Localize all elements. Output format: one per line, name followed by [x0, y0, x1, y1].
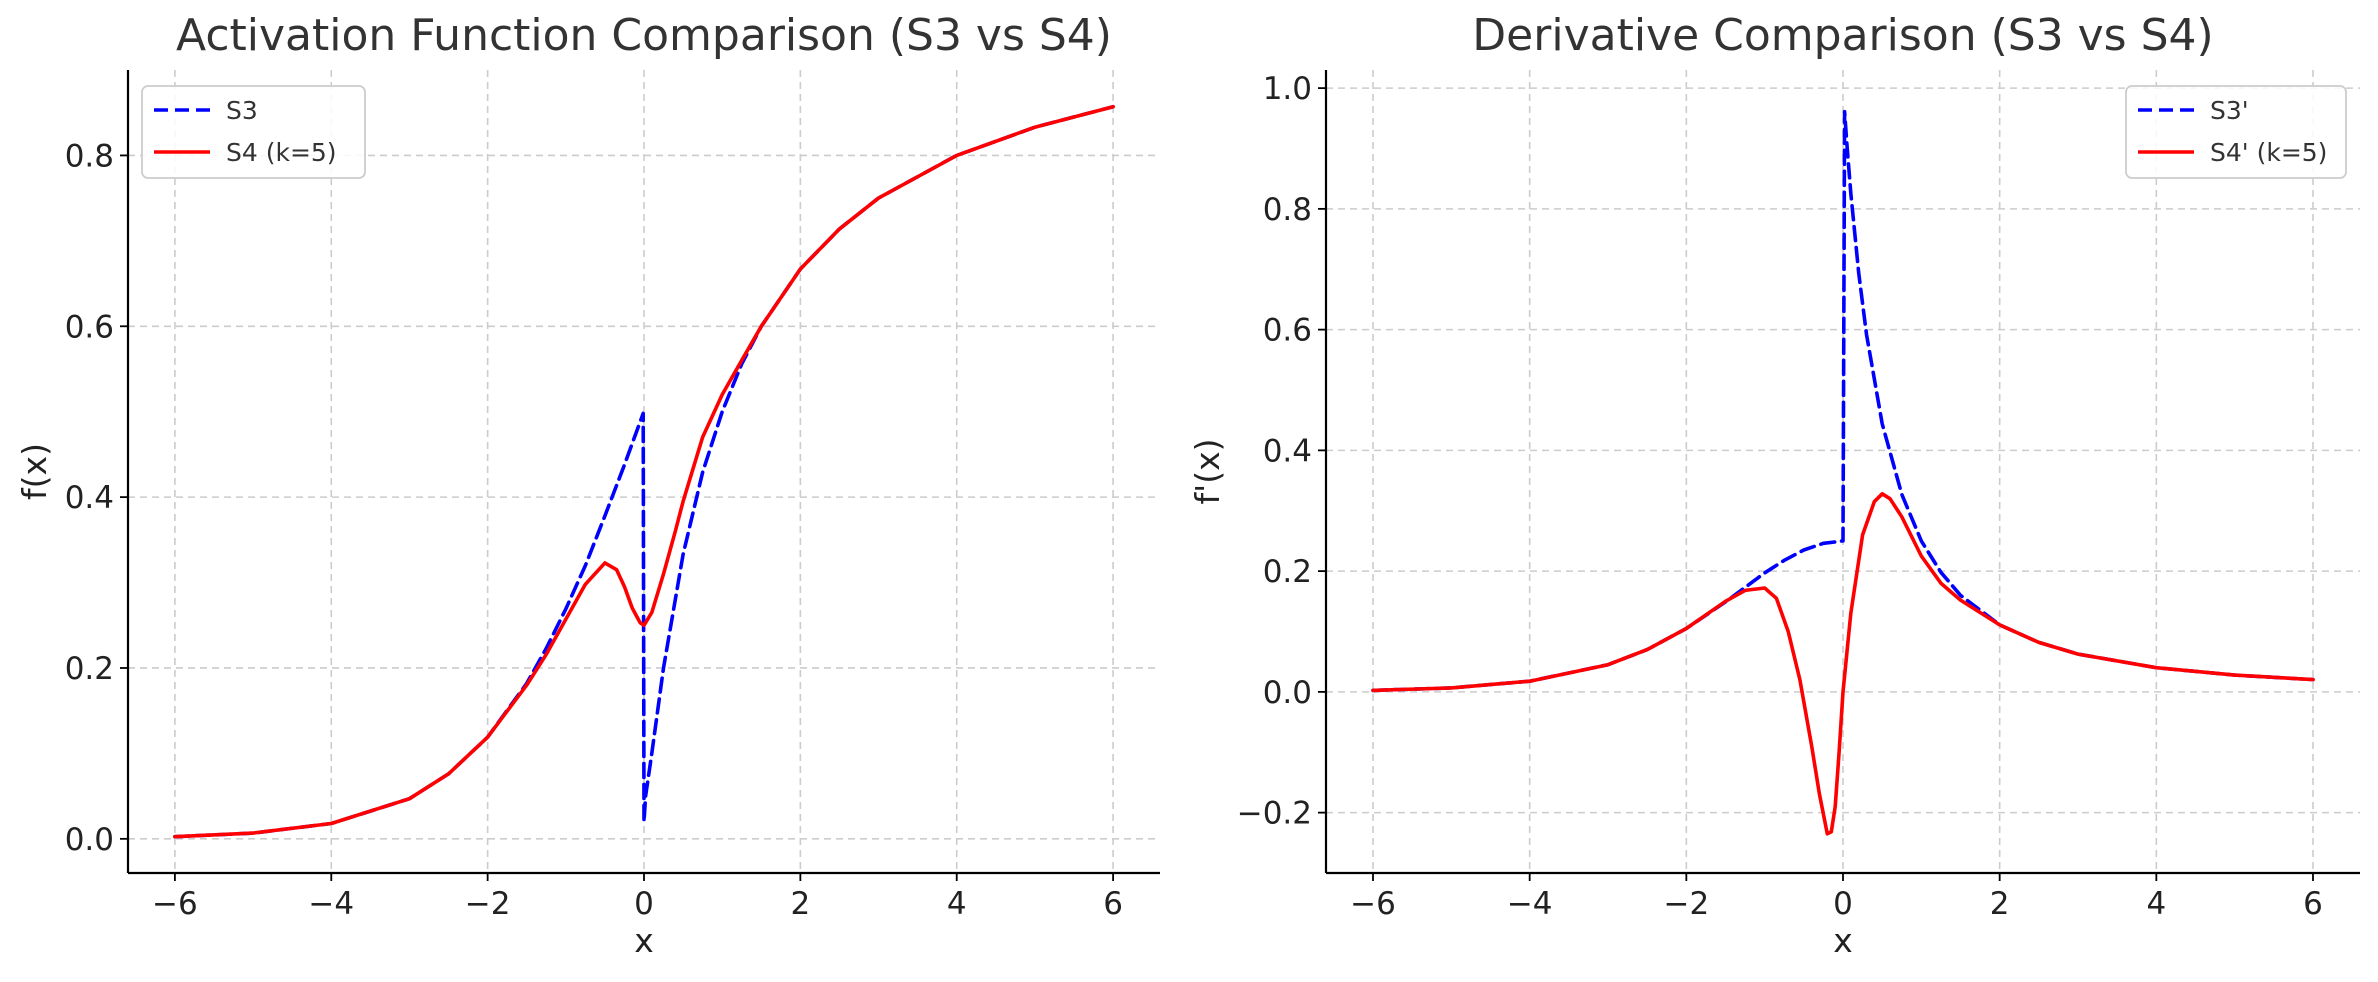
y-tick-label: 0.6	[65, 309, 114, 345]
y-tick-label: 0.0	[65, 822, 114, 858]
y-tick-label: 0.8	[65, 138, 114, 174]
x-tick-label: 6	[1103, 886, 1123, 922]
x-tick-label: −4	[308, 886, 354, 922]
x-tick-label: 4	[2146, 886, 2166, 922]
x-tick-label: −6	[152, 886, 198, 922]
legend-label: S3'	[2210, 96, 2249, 125]
x-tick-label: −6	[1350, 886, 1396, 922]
y-tick-label: 0.8	[1263, 192, 1312, 228]
x-tick-label: 2	[1990, 886, 2010, 922]
y-tick-label: 0.6	[1263, 313, 1312, 349]
x-tick-label: 6	[2303, 886, 2323, 922]
y-axis-label: f'(x)	[1188, 439, 1227, 505]
x-tick-label: −2	[465, 886, 511, 922]
y-axis-label: f(x)	[15, 443, 54, 500]
x-tick-label: −4	[1507, 886, 1553, 922]
series-line-s4-k-5-	[173, 104, 1115, 839]
chart-title: Derivative Comparison (S3 vs S4)	[1472, 10, 2213, 61]
derivative-chart: −6 −4 −2 0 2 4 6 −0.2 0.0 0.2 0.4 0.6 0.8 1.0 Derivati…	[1188, 10, 2360, 960]
legend-label: S4' (k=5)	[2210, 138, 2327, 167]
y-tick-label: 0.2	[1263, 554, 1312, 590]
y-tick-label: 0.4	[1263, 433, 1312, 469]
y-tick-label: 0.0	[1263, 675, 1312, 711]
y-tick-label: 0.4	[65, 480, 114, 516]
x-axis-label: x	[634, 921, 654, 960]
series-line-s4-k-5-	[1371, 491, 2315, 836]
x-tick-label: 2	[790, 886, 810, 922]
legend: S3 S4 (k=5)	[141, 85, 366, 179]
legend-label: S4 (k=5)	[226, 138, 337, 167]
legend-label: S3	[226, 96, 258, 125]
series-line-s3	[173, 104, 1115, 839]
legend: S3' S4' (k=5)	[2125, 85, 2347, 179]
y-tick-label: −0.2	[1237, 796, 1312, 832]
y-tick-label: 1.0	[1263, 71, 1312, 107]
activation-chart: −6 −4 −2 0 2 4 6 0.0 0.2 0.4 0.6 0.8 Activation Func…	[15, 10, 1160, 960]
chart-title: Activation Function Comparison (S3 vs S4…	[176, 10, 1112, 61]
x-tick-label: 0	[634, 886, 654, 922]
x-tick-label: 0	[1833, 886, 1853, 922]
x-tick-label: −2	[1663, 886, 1709, 922]
x-tick-label: 4	[947, 886, 967, 922]
x-axis-label: x	[1833, 921, 1853, 960]
y-tick-label: 0.2	[65, 651, 114, 687]
